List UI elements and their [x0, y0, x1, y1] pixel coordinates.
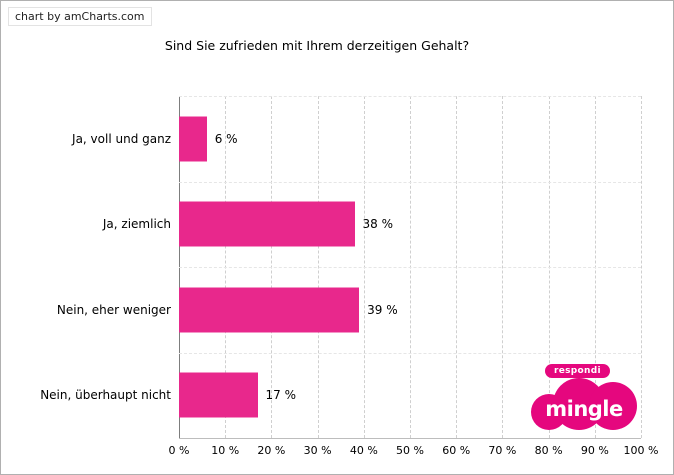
- x-tick-label: 20 %: [257, 444, 286, 457]
- category-gridline: [179, 352, 641, 354]
- chart-title: Sind Sie zufrieden mit Ihrem derzeitigen…: [164, 38, 470, 53]
- bar-row: 39 %: [179, 267, 641, 353]
- category-label: Ja, voll und ganz: [72, 131, 171, 146]
- value-label: 39 %: [367, 302, 398, 317]
- x-tick-label: 70 %: [488, 444, 517, 457]
- category-gridline: [179, 181, 641, 183]
- bar: [179, 116, 207, 162]
- bar-row: 38 %: [179, 182, 641, 268]
- x-tick-label: 80 %: [534, 444, 563, 457]
- amcharts-watermark[interactable]: chart by amCharts.com: [8, 7, 152, 26]
- category-label: Nein, eher weniger: [56, 302, 171, 317]
- respondi-mingle-logo: respondi mingle: [531, 364, 637, 430]
- x-tick-label: 0 %: [168, 444, 190, 457]
- value-label: 38 %: [362, 217, 394, 232]
- bar-row: 6 %: [179, 96, 641, 182]
- vertical-gridline: [641, 96, 642, 438]
- category-label: Ja, ziemlich: [102, 217, 171, 232]
- plot-area: 6 % 38 % 39 % 17 %: [179, 96, 642, 439]
- x-tick-label: 30 %: [303, 444, 332, 457]
- blob-circle-right: [589, 382, 637, 430]
- x-tick-label: 40 %: [349, 444, 378, 457]
- bar-row: 17 %: [179, 353, 641, 439]
- value-label: 6 %: [214, 131, 238, 146]
- x-tick-label: 90 %: [580, 444, 609, 457]
- x-tick-label: 10 %: [211, 444, 240, 457]
- value-label: 17 %: [265, 388, 297, 403]
- mingle-wordmark: mingle: [545, 397, 623, 421]
- category-axis-labels: Ja, voll und ganz Ja, ziemlich Nein, eher …: [1, 96, 171, 438]
- x-tick-label: 100 %: [623, 444, 659, 457]
- category-label: Nein, überhaupt nicht: [40, 388, 171, 403]
- category-gridline: [179, 267, 641, 268]
- x-tick-label: 50 %: [396, 444, 424, 457]
- bar: [179, 201, 355, 247]
- bar: [179, 372, 258, 418]
- category-gridline: [179, 96, 641, 97]
- x-axis: 0 % 10 % 20 % 30 % 40 % 50 % 60 % 70 % 80 % 90 % 1…: [169, 442, 659, 460]
- bar: [179, 287, 360, 333]
- respondi-badge: respondi: [545, 364, 610, 378]
- mingle-blob-icon: mingle: [531, 378, 637, 430]
- x-tick-label: 60 %: [442, 444, 471, 457]
